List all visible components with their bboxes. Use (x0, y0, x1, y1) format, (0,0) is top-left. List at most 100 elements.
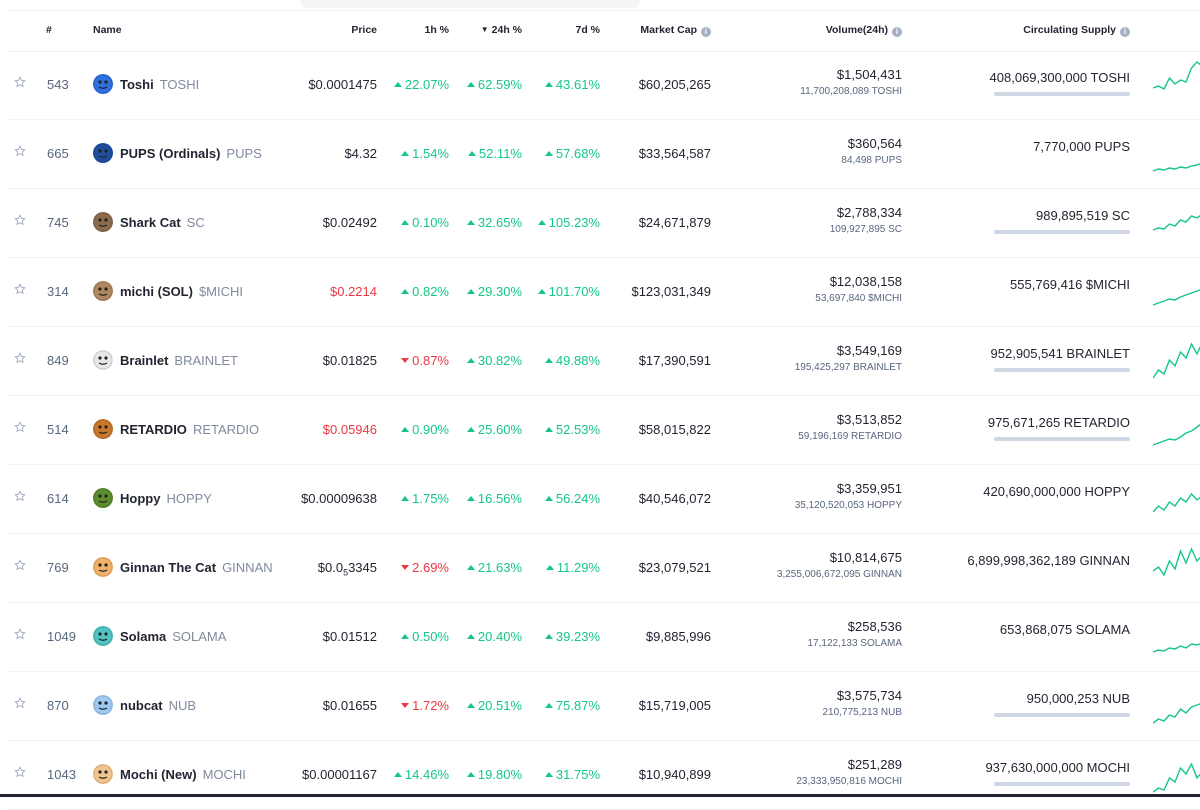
info-icon[interactable]: i (892, 27, 902, 37)
mochi-icon (93, 764, 113, 784)
change-1h: 0.87% (401, 353, 449, 368)
header-price[interactable]: Price (351, 24, 377, 36)
solama-icon (93, 626, 113, 646)
volume-value[interactable]: $3,513,852 (836, 412, 902, 427)
header-supply[interactable]: Circulating Supply i (1023, 24, 1130, 37)
sparkline-path (1153, 61, 1200, 90)
caret-up-icon (544, 772, 553, 777)
volume-value[interactable]: $1,504,431 (836, 67, 902, 82)
caret-up-icon (467, 151, 476, 156)
sparkline-path (1153, 163, 1200, 172)
star-icon[interactable] (14, 145, 26, 157)
market-cap-value: $40,546,072 (638, 491, 711, 506)
star-icon[interactable] (14, 766, 26, 778)
table-row[interactable]: 543 Toshi TOSHI $0.0001475 22.07% 62.59% … (8, 50, 1200, 120)
star-icon[interactable] (14, 283, 26, 295)
volume-value[interactable]: $360,564 (847, 136, 902, 151)
change-1h: 22.07% (393, 77, 449, 92)
sparkline-7d (1153, 492, 1200, 513)
star-icon[interactable] (14, 628, 26, 640)
table-row[interactable]: 1043 Mochi (New) MOCHI $0.00001167 14.46%… (8, 740, 1200, 810)
star-icon[interactable] (14, 697, 26, 709)
header-rank[interactable]: # (46, 24, 52, 36)
coin-name-link[interactable]: nubcat NUB (120, 698, 197, 713)
table-row[interactable]: 849 Brainlet BRAINLET $0.01825 0.87% 30.8… (8, 326, 1200, 396)
header-name[interactable]: Name (93, 24, 122, 36)
change-7d: 43.61% (544, 77, 600, 92)
circulating-supply: 408,069,300,000 TOSHI (989, 70, 1130, 85)
sparkline-7d (1153, 423, 1200, 446)
volume-token-amount: 53,697,840 $MICHI (815, 293, 902, 304)
volume-value[interactable]: $3,575,734 (836, 688, 902, 703)
star-icon[interactable] (14, 421, 26, 433)
change-1h: 0.82% (401, 284, 449, 299)
volume-value[interactable]: $2,788,334 (836, 205, 902, 220)
supply-progress-bar (994, 368, 1130, 372)
sparkline-7d (1153, 547, 1200, 577)
change-24h: 30.82% (466, 353, 522, 368)
volume-token-amount: 84,498 PUPS (841, 155, 902, 166)
coin-symbol: SC (186, 215, 205, 230)
coin-name-link[interactable]: Mochi (New) MOCHI (120, 767, 246, 782)
volume-value[interactable]: $3,549,169 (836, 343, 902, 358)
change-7d: 49.88% (544, 353, 600, 368)
coin-name-link[interactable]: Solama SOLAMA (120, 629, 227, 644)
star-icon[interactable] (14, 559, 26, 571)
table-row[interactable]: 1049 Solama SOLAMA $0.01512 0.50% 20.40% … (8, 602, 1200, 672)
volume-value[interactable]: $12,038,158 (829, 274, 902, 289)
table-row[interactable]: 665 PUPS (Ordinals) PUPS $4.32 1.54% 52.1… (8, 119, 1200, 189)
volume-value[interactable]: $3,359,951 (836, 481, 902, 496)
volume-value[interactable]: $251,289 (847, 757, 902, 772)
table-row[interactable]: 870 nubcat NUB $0.01655 1.72% 20.51% 75.8… (8, 671, 1200, 741)
change-7d: 101.70% (537, 284, 600, 299)
circulating-supply: 975,671,265 RETARDIO (987, 415, 1130, 430)
circulating-supply: 950,000,253 NUB (1026, 691, 1130, 706)
caret-up-icon (393, 772, 402, 777)
table-row[interactable]: 745 Shark Cat SC $0.02492 0.10% 32.65% 10… (8, 188, 1200, 258)
coin-name-link[interactable]: Toshi TOSHI (120, 77, 200, 92)
coin-name-link[interactable]: Hoppy HOPPY (120, 491, 212, 506)
star-icon[interactable] (14, 490, 26, 502)
sparkline-path (1153, 214, 1200, 231)
change-24h: 32.65% (466, 215, 522, 230)
coin-name-link[interactable]: Brainlet BRAINLET (120, 353, 238, 368)
header-volume[interactable]: Volume(24h) i (826, 24, 902, 37)
coin-name-link[interactable]: Ginnan The Cat GINNAN (120, 560, 273, 575)
sparkline-7d (1153, 289, 1200, 306)
table-row[interactable]: 614 Hoppy HOPPY $0.00009638 1.75% 16.56% … (8, 464, 1200, 534)
change-24h: 20.40% (466, 629, 522, 644)
header-24h[interactable]: ▼ 24h % (480, 24, 522, 36)
coin-name-link[interactable]: Shark Cat SC (120, 215, 205, 230)
coin-name-link[interactable]: michi (SOL) $MICHI (120, 284, 244, 299)
star-icon[interactable] (14, 352, 26, 364)
rank-value: 1049 (47, 629, 76, 644)
change-7d: 57.68% (544, 146, 600, 161)
info-icon[interactable]: i (1120, 27, 1130, 37)
sparkline-path (1153, 423, 1200, 446)
sort-desc-icon: ▼ (480, 25, 489, 34)
caret-up-icon (466, 358, 475, 363)
header-1h[interactable]: 1h % (424, 24, 449, 36)
table-row[interactable]: 769 Ginnan The Cat GINNAN $0.053345 2.69%… (8, 533, 1200, 603)
ginnan-icon (93, 557, 113, 577)
volume-value[interactable]: $258,536 (847, 619, 902, 634)
circulating-supply: 653,868,075 SOLAMA (999, 622, 1130, 637)
volume-value[interactable]: $10,814,675 (829, 550, 902, 565)
table-row[interactable]: 514 RETARDIO RETARDIO $0.05946 0.90% 25.6… (8, 395, 1200, 465)
header-7d[interactable]: 7d % (575, 24, 600, 36)
star-icon[interactable] (14, 76, 26, 88)
rank-value: 543 (47, 77, 69, 92)
market-cap-value: $58,015,822 (638, 422, 711, 437)
circulating-supply: 952,905,541 BRAINLET (990, 346, 1130, 361)
header-market-cap[interactable]: Market Cap i (640, 24, 711, 37)
coin-name-link[interactable]: RETARDIO RETARDIO (120, 422, 260, 437)
star-icon[interactable] (14, 214, 26, 226)
caret-down-icon (401, 565, 410, 570)
circulating-supply: 989,895,519 SC (1036, 208, 1130, 223)
circulating-supply: 6,899,998,362,189 GINNAN (967, 553, 1130, 568)
coin-name-link[interactable]: PUPS (Ordinals) PUPS (120, 146, 262, 161)
caret-up-icon (393, 82, 402, 87)
info-icon[interactable]: i (701, 27, 711, 37)
table-row[interactable]: 314 michi (SOL) $MICHI $0.2214 0.82% 29.3… (8, 257, 1200, 327)
change-7d: 56.24% (544, 491, 600, 506)
